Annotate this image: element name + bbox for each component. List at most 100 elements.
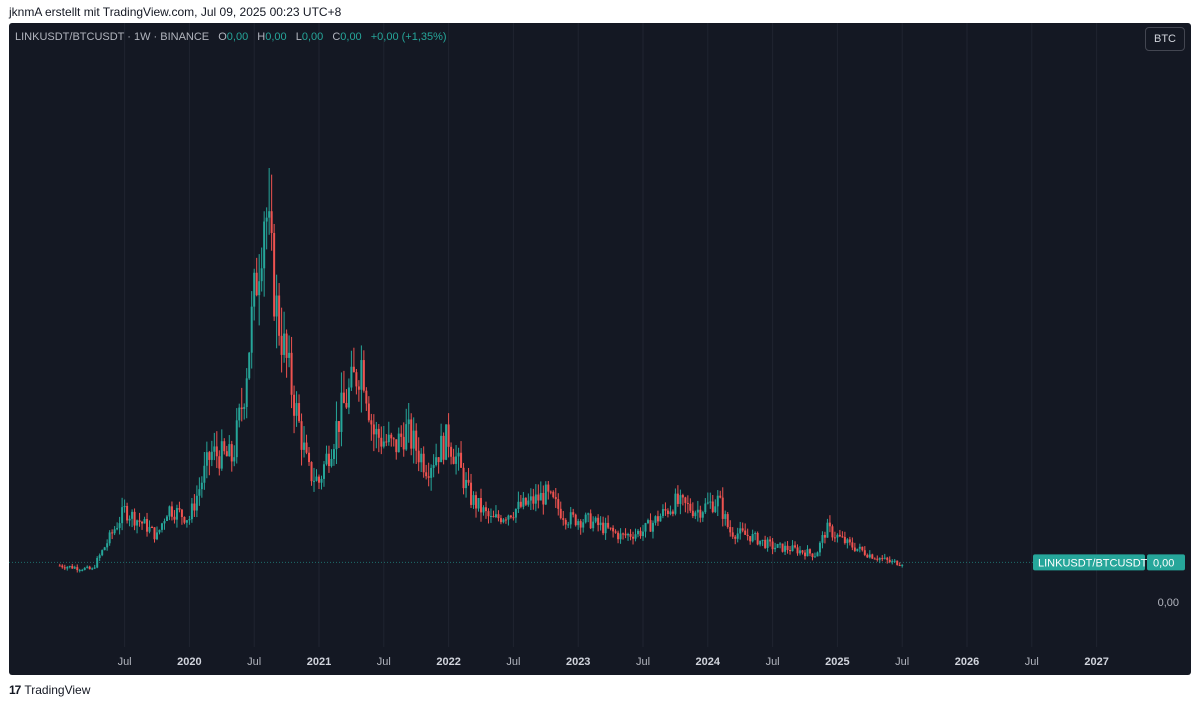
candle-body: [858, 546, 861, 549]
candlestick-series[interactable]: [58, 168, 904, 573]
candle-body: [901, 564, 904, 566]
candle-body: [796, 547, 799, 554]
candle-body: [427, 476, 430, 478]
candle-body: [83, 567, 86, 570]
candle-body: [160, 523, 163, 530]
chart-canvas[interactable]: Jul 2020 Jul 2021 Jul 2022 Jul 2023 Jul 2024 Jul 20…: [9, 23, 1191, 675]
candle-body: [308, 452, 311, 463]
candle-body: [602, 522, 605, 534]
candle-body: [131, 511, 134, 519]
candle-body: [285, 333, 288, 358]
candle-body: [838, 534, 841, 537]
candle-body: [422, 453, 425, 473]
candle-body: [709, 501, 712, 503]
candle-body: [492, 515, 495, 518]
candle-body: [432, 465, 435, 468]
candle-body: [193, 503, 196, 511]
candle-body: [178, 508, 181, 510]
candle-body: [195, 495, 198, 511]
candle-body: [298, 403, 301, 422]
candle-body: [340, 392, 343, 432]
candle-body: [574, 514, 577, 526]
candle-body: [480, 498, 482, 513]
candle-body: [475, 495, 478, 509]
candle-body: [664, 509, 667, 511]
y-axis: 0,00: [1158, 597, 1179, 609]
candle-body: [240, 407, 243, 409]
candle-body: [143, 519, 146, 524]
chart-pane[interactable]: Jul 2020 Jul 2021 Jul 2022 Jul 2023 Jul 2024 Jul 20…: [9, 23, 1191, 675]
candle-body: [123, 506, 126, 508]
candle-body: [721, 497, 724, 519]
candle-body: [472, 495, 475, 505]
candle-body: [799, 550, 802, 554]
candle-body: [676, 493, 679, 504]
x-tick-label: 2026: [955, 656, 979, 668]
candle-body: [784, 545, 787, 552]
candle-body: [584, 514, 587, 523]
candle-body: [846, 539, 849, 544]
ohlc-legend: LINKUSDT/BTCUSDT · 1W · BINANCE O0,00 H0…: [15, 31, 447, 43]
x-tick-label: 2021: [307, 656, 331, 668]
candle-body: [726, 514, 729, 527]
candle-body: [111, 532, 114, 534]
candle-body: [888, 559, 891, 563]
x-tick-label: Jul: [1025, 656, 1039, 668]
candle-body: [93, 567, 96, 569]
candle-body: [509, 515, 512, 518]
candle-body: [532, 496, 535, 504]
candle-body: [203, 465, 206, 483]
candle-body: [841, 536, 844, 538]
currency-badge[interactable]: BTC: [1145, 27, 1185, 51]
candle-body: [701, 512, 704, 518]
candle-body: [893, 560, 896, 562]
candle-body: [116, 527, 119, 530]
last-price-value-bg: [1147, 554, 1185, 571]
candle-body: [290, 352, 293, 395]
candle-body: [347, 387, 350, 408]
candle-body: [377, 428, 380, 438]
candle-body: [749, 536, 752, 542]
candle-body: [724, 514, 727, 519]
legend-close-label: C: [332, 31, 341, 43]
candle-body: [654, 516, 657, 523]
candle-body: [891, 561, 894, 563]
candle-body: [133, 511, 136, 526]
legend-open-value: 0,00: [226, 31, 249, 43]
candle-body: [569, 512, 572, 525]
candle-body: [881, 558, 884, 560]
candle-body: [390, 434, 393, 439]
candle-body: [81, 569, 84, 571]
x-tick-label: 2025: [825, 656, 849, 668]
x-tick-label: Jul: [895, 656, 909, 668]
candle-body: [612, 527, 615, 532]
candle-body: [637, 530, 640, 535]
x-tick-label: Jul: [118, 656, 132, 668]
candle-body: [557, 499, 560, 509]
candle-body: [98, 555, 101, 558]
candle-body: [330, 458, 333, 467]
candle-body: [318, 476, 320, 483]
candle-body: [66, 566, 69, 569]
candle-body: [756, 533, 759, 545]
candle-body: [806, 549, 809, 557]
legend-low-value: 0,00: [301, 31, 324, 43]
candle-body: [609, 527, 612, 529]
candle-body: [754, 533, 757, 535]
candle-body: [108, 532, 111, 544]
legend-low-label: L: [295, 31, 302, 43]
candle-body: [455, 456, 458, 464]
candle-body: [300, 421, 303, 450]
candle-body: [86, 566, 89, 568]
candle-body: [63, 567, 66, 569]
candle-body: [106, 543, 109, 548]
candle-body: [666, 510, 669, 514]
candle-body: [517, 501, 520, 510]
candle-body: [200, 482, 203, 490]
candle-body: [589, 513, 592, 529]
candle-body: [856, 548, 859, 551]
candle-body: [78, 569, 81, 571]
candle-body: [126, 506, 129, 521]
x-tick-label: 2024: [696, 656, 721, 668]
candle-body: [592, 521, 595, 529]
